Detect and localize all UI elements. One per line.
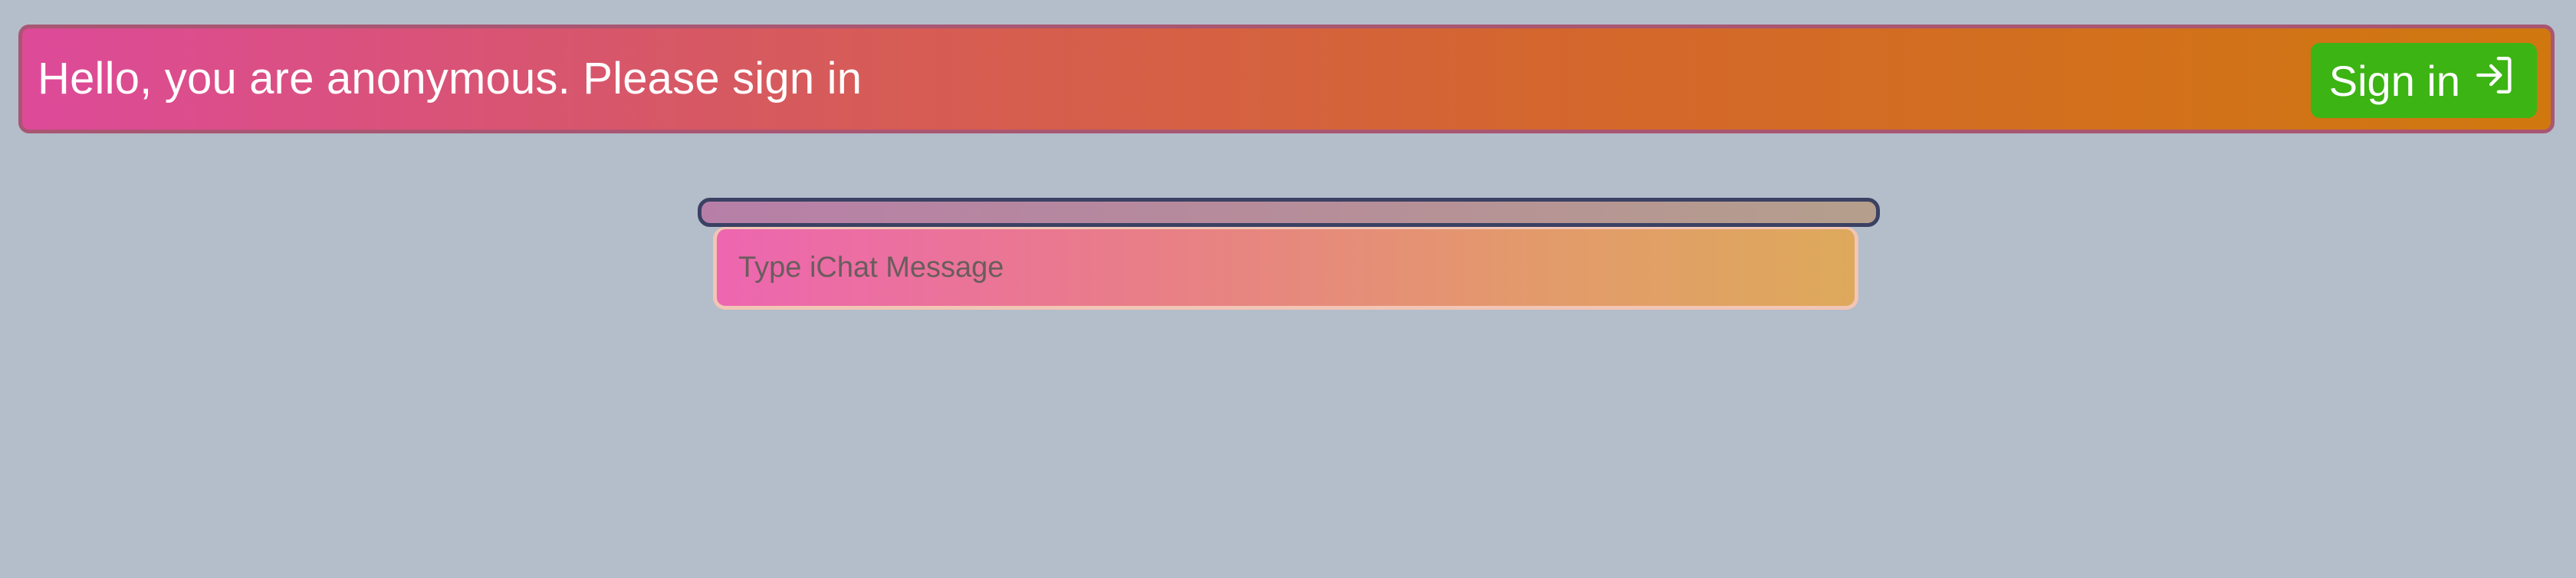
greeting-text: Hello, you are anonymous. Please sign in bbox=[38, 54, 863, 103]
sign-in-button[interactable]: Sign in bbox=[2310, 43, 2537, 118]
sign-in-arrow-icon bbox=[2472, 53, 2517, 97]
sign-in-label: Sign in bbox=[2328, 56, 2460, 105]
chat-panel bbox=[698, 198, 1880, 227]
chat-message-input[interactable] bbox=[713, 227, 1858, 310]
top-bar: Hello, you are anonymous. Please sign in… bbox=[18, 25, 2555, 133]
